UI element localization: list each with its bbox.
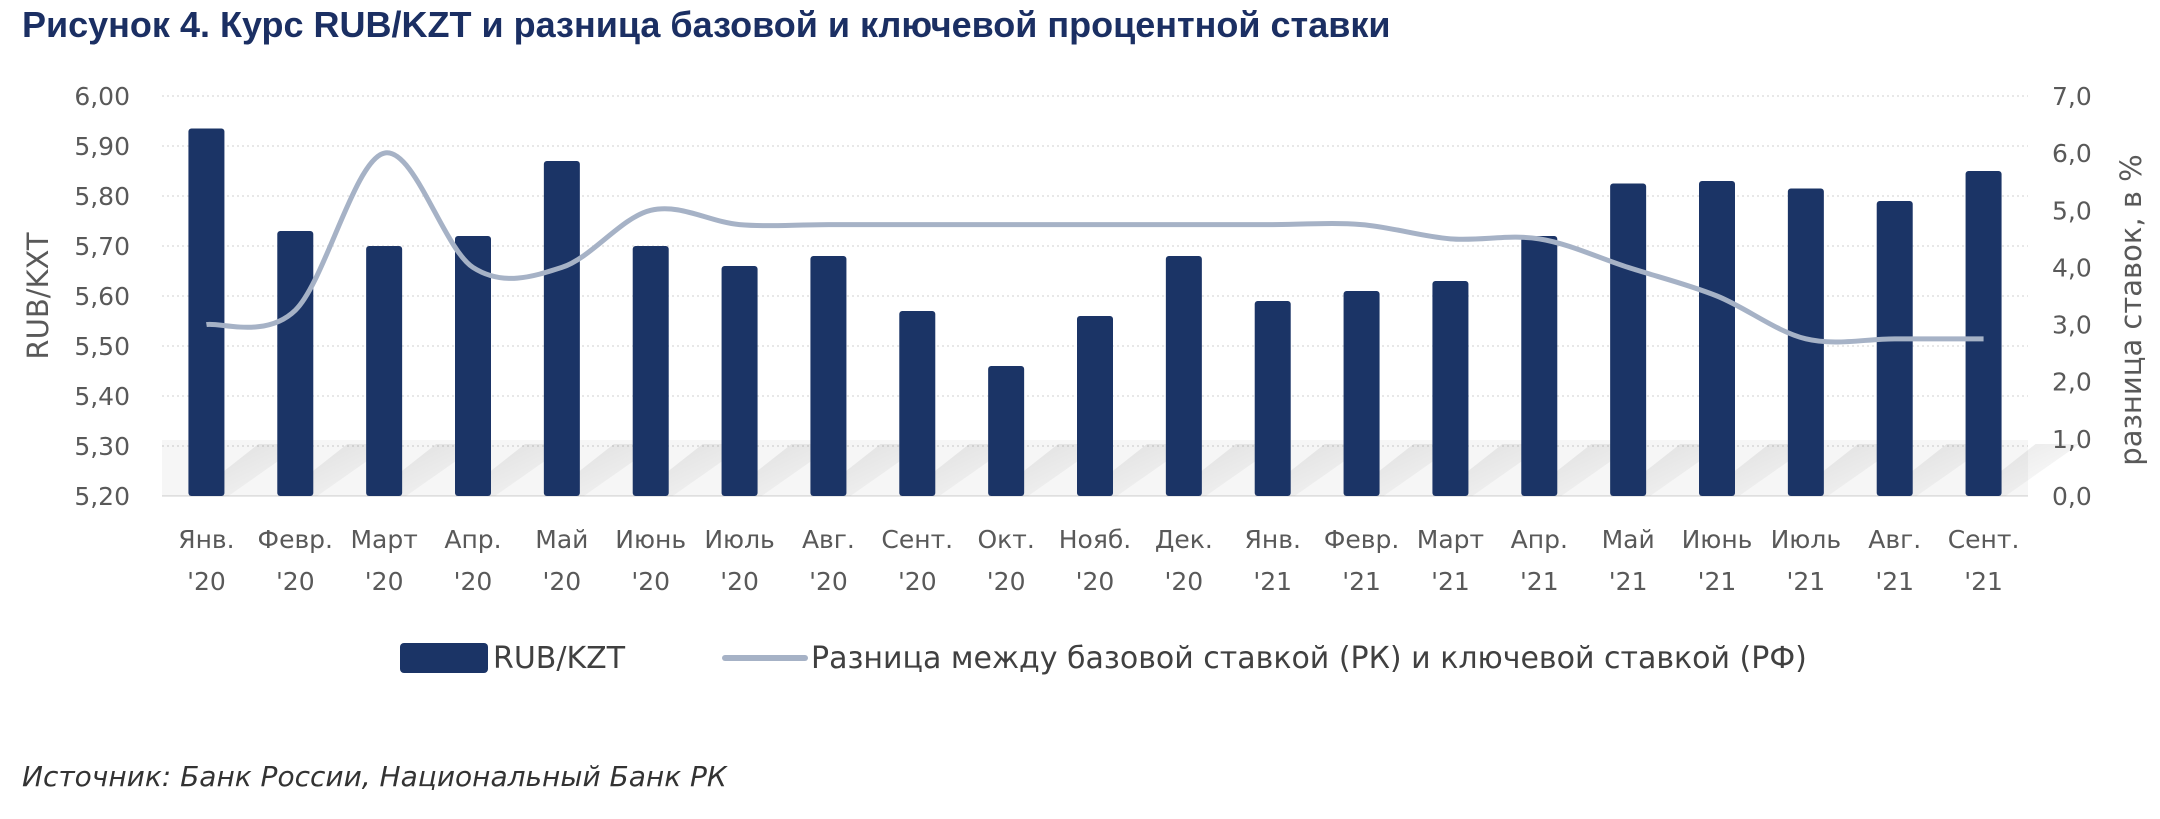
x-tick-label-month: Сент. xyxy=(881,525,953,554)
y-tick-label: 5,80 xyxy=(74,182,130,211)
legend: RUB/KZT Разница между базовой ставкой (Р… xyxy=(400,641,1807,676)
source-note: Источник: Банк России, Национальный Банк… xyxy=(22,760,727,793)
bar xyxy=(188,128,225,496)
x-tick-label-month: Июнь xyxy=(1682,525,1753,554)
chart-title: Рисунок 4. Курс RUB/KZT и разница базово… xyxy=(22,4,1391,45)
bars xyxy=(188,128,2002,496)
x-tick-label-month: Июль xyxy=(1771,525,1841,554)
x-tick-label-month: Окт. xyxy=(977,525,1034,554)
y-tick-label: 6,00 xyxy=(74,82,130,111)
y-tick-label: 5,50 xyxy=(74,332,130,361)
x-tick-label-year: '20 xyxy=(1076,567,1115,596)
bar xyxy=(632,246,669,496)
x-axis: Янв. '20 Февр. '20 Март '20 Апр. '20 Май '20 Июнь '… xyxy=(178,525,2019,596)
bar xyxy=(1254,301,1291,496)
x-tick-label-year: '21 xyxy=(1431,567,1470,596)
x-tick-label-year: '21 xyxy=(1875,567,1914,596)
y-tick-label: 5,20 xyxy=(74,482,130,511)
x-tick-label-month: Апр. xyxy=(444,525,501,554)
x-tick-label-month: Февр. xyxy=(258,525,333,554)
bar xyxy=(1876,201,1913,496)
bar xyxy=(1077,316,1113,496)
x-tick-label-year: '20 xyxy=(809,567,848,596)
y-tick-label: 5,30 xyxy=(74,432,130,461)
bar xyxy=(366,246,403,496)
rate-difference-line xyxy=(206,150,1984,345)
x-tick-label-year: '21 xyxy=(1964,567,2003,596)
x-tick-label-year: '20 xyxy=(276,567,315,596)
x-tick-label-year: '20 xyxy=(631,567,670,596)
y-axis-right: 0,0 1,0 2,0 3,0 4,0 5,0 6,0 7,0 xyxy=(2052,82,2092,511)
y2-tick-label: 6,0 xyxy=(2052,139,2092,168)
y-tick-label: 5,90 xyxy=(74,132,130,161)
bar xyxy=(455,236,491,496)
x-tick-label-month: Март xyxy=(1417,525,1484,554)
x-tick-label-year: '21 xyxy=(1609,567,1648,596)
x-tick-label-year: '20 xyxy=(898,567,937,596)
x-tick-label-month: Янв. xyxy=(1245,525,1301,554)
x-tick-label-month: Нояб. xyxy=(1059,525,1132,554)
bar xyxy=(1699,181,1735,496)
x-tick-label-month: Май xyxy=(1602,525,1655,554)
y-axis-label: RUB/KXT xyxy=(21,232,55,359)
x-tick-label-year: '20 xyxy=(365,567,404,596)
x-tick-label-month: Авг. xyxy=(802,525,855,554)
y2-tick-label: 1,0 xyxy=(2052,425,2092,454)
x-tick-label-year: '21 xyxy=(1787,567,1826,596)
bar xyxy=(1343,291,1380,496)
x-tick-label-year: '21 xyxy=(1342,567,1381,596)
x-tick-label-year: '20 xyxy=(187,567,226,596)
x-tick-label-year: '20 xyxy=(543,567,582,596)
x-tick-label-month: Авг. xyxy=(1868,525,1921,554)
legend-label-line: Разница между базовой ставкой (РК) и клю… xyxy=(811,641,1807,676)
y-tick-label: 5,60 xyxy=(74,282,130,311)
bar xyxy=(1787,188,1824,496)
y2-tick-label: 4,0 xyxy=(2052,253,2092,282)
x-tick-label-month: Дек. xyxy=(1155,525,1213,554)
y-tick-label: 5,40 xyxy=(74,382,130,411)
legend-label-bars: RUB/KZT xyxy=(493,641,626,676)
bar xyxy=(1965,171,2002,496)
bar xyxy=(1165,256,1202,496)
bar xyxy=(1432,281,1469,496)
x-tick-label-year: '20 xyxy=(454,567,493,596)
bar xyxy=(1610,183,1647,496)
x-tick-label-month: Апр. xyxy=(1511,525,1568,554)
bar xyxy=(721,266,758,496)
x-tick-label-year: '20 xyxy=(720,567,759,596)
y2-tick-label: 7,0 xyxy=(2052,82,2092,111)
bar xyxy=(1521,236,1558,496)
y2-tick-label: 0,0 xyxy=(2052,482,2092,511)
y2-tick-label: 5,0 xyxy=(2052,196,2092,225)
bar xyxy=(810,256,847,496)
y-tick-label: 5,70 xyxy=(74,232,130,261)
x-tick-label-month: Июнь xyxy=(615,525,686,554)
bar xyxy=(543,161,580,496)
x-tick-label-month: Янв. xyxy=(178,525,234,554)
y2-tick-label: 2,0 xyxy=(2052,368,2092,397)
y2-axis-label: разница ставок, в % xyxy=(2114,154,2148,465)
x-tick-label-month: Март xyxy=(350,525,417,554)
x-tick-label-month: Май xyxy=(535,525,588,554)
x-tick-label-year: '20 xyxy=(1165,567,1204,596)
x-tick-label-year: '20 xyxy=(987,567,1026,596)
bar xyxy=(899,311,936,496)
x-tick-label-year: '21 xyxy=(1253,567,1292,596)
legend-bar-swatch xyxy=(400,643,488,673)
x-tick-label-month: Сент. xyxy=(1948,525,2020,554)
x-tick-label-month: Июль xyxy=(704,525,774,554)
x-tick-label-year: '21 xyxy=(1698,567,1737,596)
combo-chart: 5,20 5,30 5,40 5,50 5,60 5,70 5,80 5,90 6,00 0,0… xyxy=(21,82,2148,676)
y-axis-left: 5,20 5,30 5,40 5,50 5,60 5,70 5,80 5,90 6,00 xyxy=(74,82,130,511)
x-tick-label-year: '21 xyxy=(1520,567,1559,596)
x-tick-label-month: Февр. xyxy=(1324,525,1399,554)
bar xyxy=(988,366,1025,496)
y2-tick-label: 3,0 xyxy=(2052,311,2092,340)
bar xyxy=(277,231,314,496)
